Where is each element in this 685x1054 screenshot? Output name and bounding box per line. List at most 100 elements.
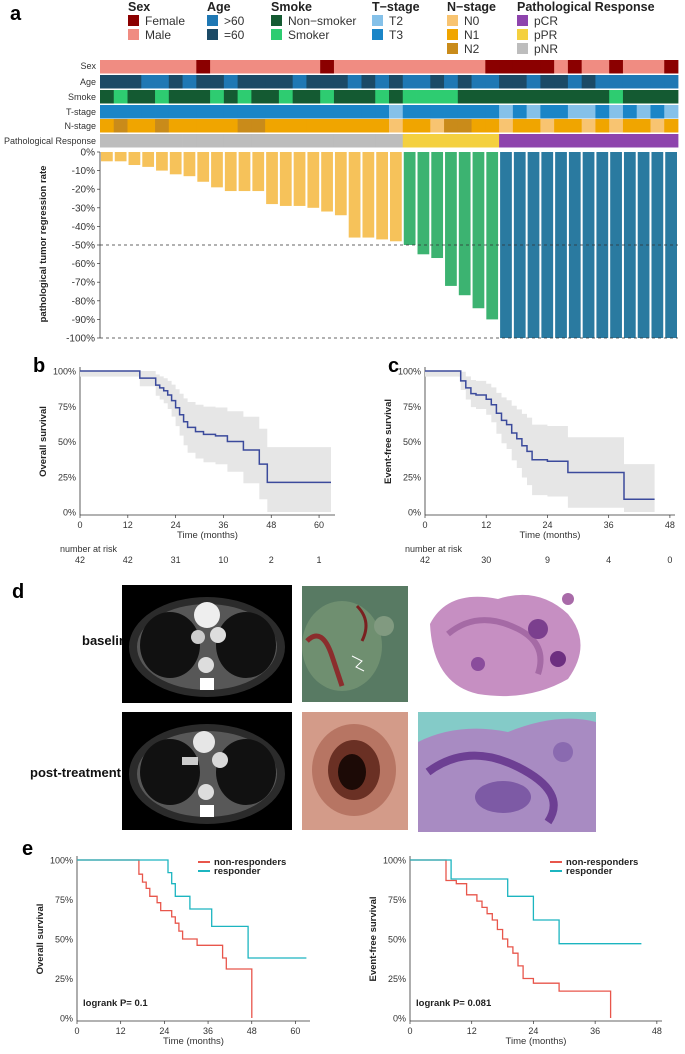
risk-table-count: 9 (545, 555, 550, 565)
legend-sex-title: Sex (128, 0, 150, 14)
km-y-tick-label: 75% (388, 895, 406, 905)
track-nstage-cell (512, 119, 528, 133)
km-y-tick-label: 25% (55, 974, 73, 984)
legend-swatch-age-eq60 (207, 29, 218, 40)
waterfall-bar (555, 152, 567, 338)
km-x-axis-label: Time (months) (163, 1036, 224, 1047)
row-label-post-treatment: post-treatment (30, 765, 122, 780)
waterfall-bar (334, 152, 347, 216)
km-x-tick-label: 36 (590, 1026, 600, 1036)
km-line-responder (410, 859, 642, 945)
legend-swatch-n0 (447, 15, 458, 26)
track-nstage-cell (389, 119, 404, 133)
km-y-tick-label: 50% (403, 437, 421, 447)
track-tstage-cell (223, 105, 239, 119)
track-age-cell (278, 75, 294, 89)
track-age-cell (265, 75, 280, 89)
risk-table-count: 4 (606, 555, 611, 565)
track-nstage-cell (347, 119, 362, 133)
legend-age-eq60: =60 (224, 28, 245, 42)
track-sex-cell (636, 60, 651, 74)
waterfall-bar (486, 152, 499, 320)
waterfall-bar (348, 152, 361, 238)
legend-swatch-nonsmoker (271, 15, 282, 26)
track-response-cell (168, 134, 183, 148)
waterfall-bar (197, 152, 210, 182)
track-smoke-cell (347, 90, 362, 104)
legend-smoker: Smoker (288, 28, 329, 42)
km-legend-label: non-responders (566, 857, 638, 868)
track-age-cell (155, 75, 170, 89)
track-nstage-cell (182, 119, 197, 133)
track-sex-cell (650, 60, 665, 74)
track-response-cell (471, 134, 486, 148)
track-smoke-cell (457, 90, 472, 104)
track-label-smoke: Smoke (68, 92, 96, 102)
track-age-cell (251, 75, 266, 89)
km-x-tick-label: 48 (652, 1026, 662, 1036)
track-nstage-cell (251, 119, 266, 133)
track-age-cell (196, 75, 211, 89)
waterfall-bar (472, 152, 485, 309)
track-nstage-cell (333, 119, 349, 133)
track-response-cell (141, 134, 156, 148)
track-response-cell (251, 134, 266, 148)
waterfall-y-tick-label: -90% (72, 315, 95, 326)
track-smoke-cell (361, 90, 376, 104)
legend-swatch-t2 (372, 15, 383, 26)
track-tstage-cell (581, 105, 596, 119)
track-sex-cell (306, 60, 321, 74)
km-x-tick-label: 24 (171, 520, 181, 530)
track-sex-cell (375, 60, 390, 74)
track-nstage-cell (113, 119, 128, 133)
track-tstage-cell (499, 105, 514, 119)
km-y-tick-label: 50% (58, 437, 76, 447)
track-age-cell (444, 75, 459, 89)
km-y-tick-label: 0% (60, 1014, 73, 1024)
track-response-cell (113, 134, 128, 148)
km-legend-label: responder (566, 866, 613, 877)
waterfall-y-tick-label: -80% (72, 296, 95, 307)
waterfall-y-tick-label: -10% (72, 166, 95, 177)
track-labels: Sex Age Smoke T-stage N-stage Pathologic… (4, 61, 97, 146)
track-age-cell (664, 75, 679, 89)
legend-swatch-t3 (372, 29, 383, 40)
legend-response-title: Pathological Response (517, 0, 655, 14)
track-nstage-cell (595, 119, 610, 133)
track-smoke-cell (278, 90, 294, 104)
track-sex-cell (155, 60, 170, 74)
track-tstage-cell (540, 105, 555, 119)
track-tstage-cell (237, 105, 252, 119)
track-tstage-cell (333, 105, 349, 119)
waterfall-bar (307, 152, 320, 208)
track-smoke-cell (292, 90, 307, 104)
legend-age-title: Age (207, 0, 231, 14)
km-x-axis-label: Time (months) (520, 530, 581, 541)
km-legend-label: responder (214, 866, 261, 877)
track-response-cell (347, 134, 362, 148)
legend-swatch-pnr (517, 43, 528, 54)
track-sex-cell (210, 60, 225, 74)
track-sex-cell (595, 60, 610, 74)
waterfall-bar (321, 152, 333, 212)
legend-nonsmoker: Non−smoker (288, 14, 356, 28)
track-tstage-cell (457, 105, 472, 119)
track-nstage-cell (402, 119, 417, 133)
track-nstage-cell (210, 119, 225, 133)
km-x-tick-label: 36 (218, 520, 228, 530)
track-sex-cell (278, 60, 294, 74)
track-tstage-cell (155, 105, 170, 119)
km-y-tick-label: 25% (58, 472, 76, 482)
waterfall-chart: pathological tumor regression rate 0% -10… (38, 148, 678, 345)
km-y-tick-label: 0% (408, 508, 421, 518)
track-age-cell (182, 75, 197, 89)
track-smoke-cell (485, 90, 500, 104)
track-nstage-cell (265, 119, 280, 133)
track-tstage-cell (567, 105, 583, 119)
ct-scan-baseline (122, 585, 292, 703)
track-age-cell (485, 75, 500, 89)
track-age-cell (306, 75, 321, 89)
waterfall-bar (417, 152, 430, 255)
track-nstage-cell (554, 119, 569, 133)
